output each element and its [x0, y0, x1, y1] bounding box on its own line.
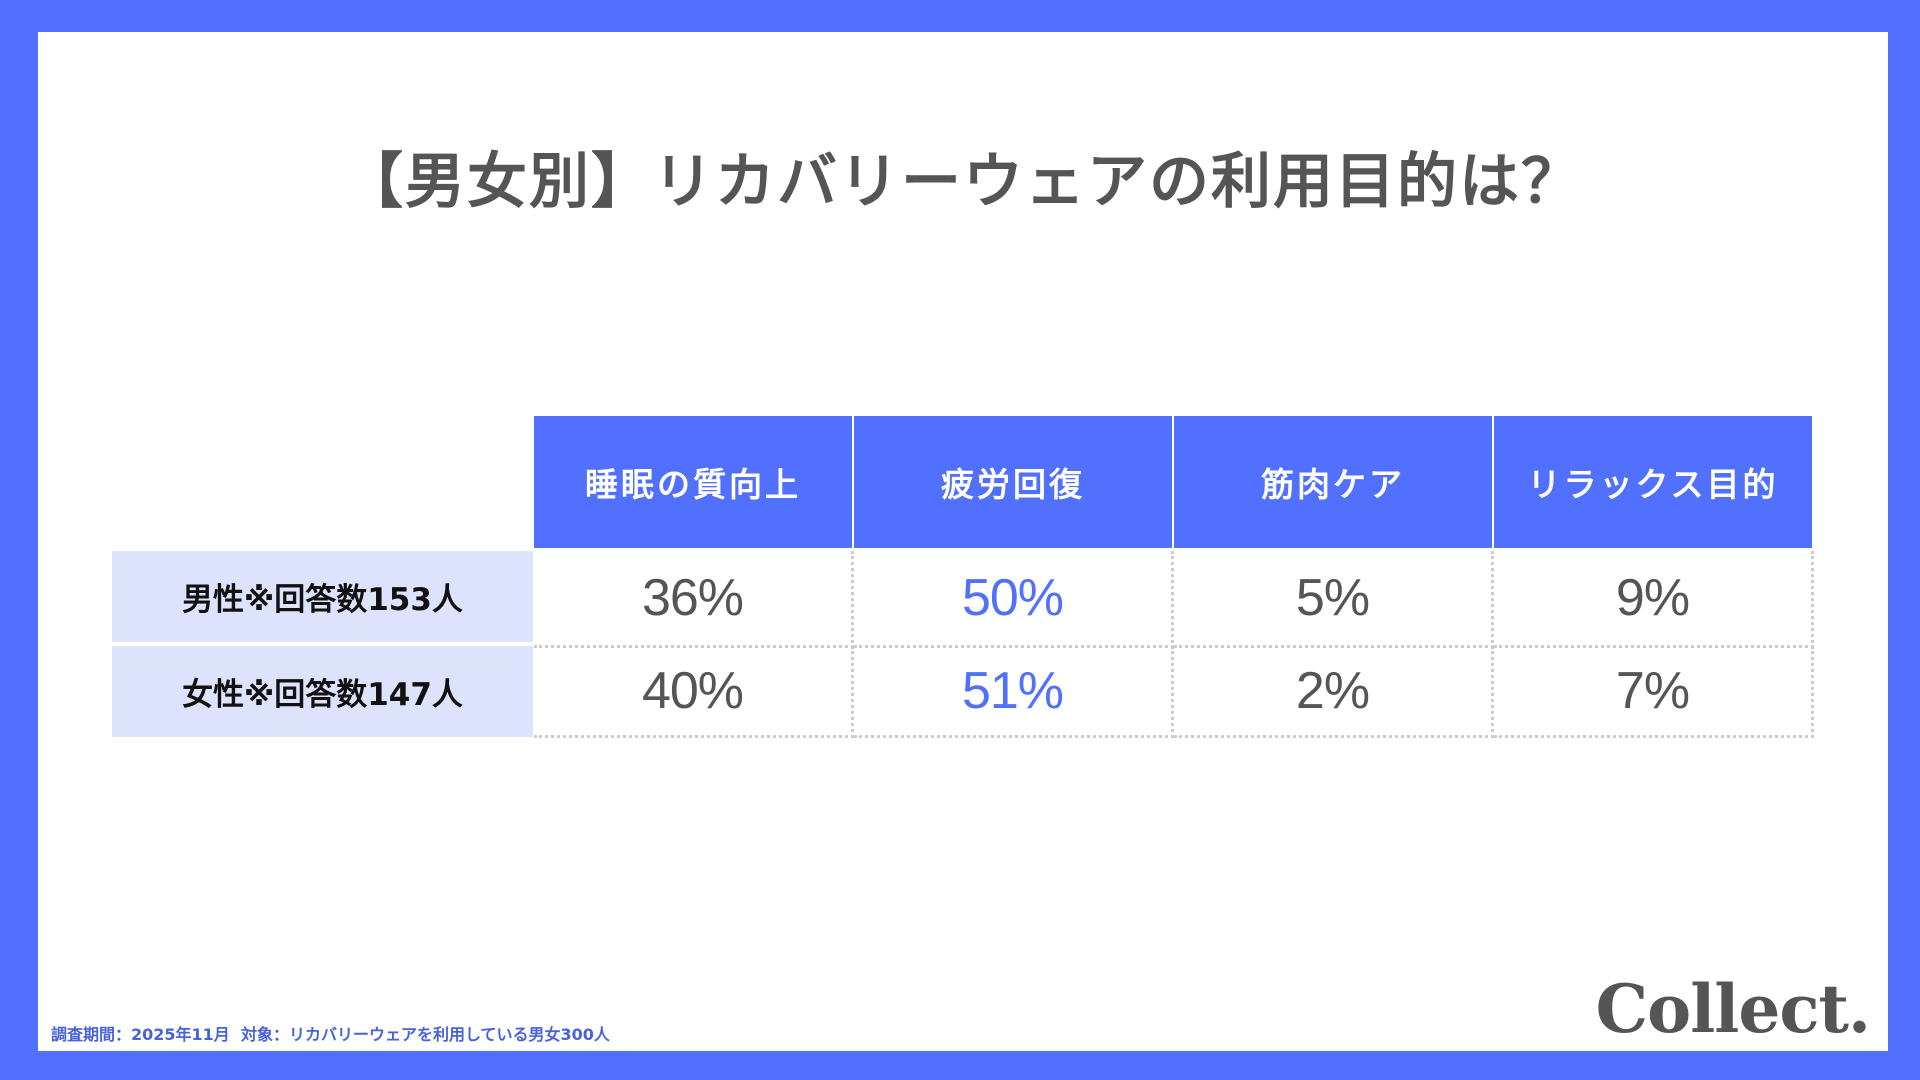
cell-male-relaxation: 9%: [1494, 551, 1814, 648]
cell-female-sleep-quality: 40%: [534, 646, 854, 738]
slide-canvas: 【男女別】リカバリーウェアの利用目的は？ 睡眠の質向上 疲労回復 筋肉ケア リラ…: [38, 32, 1888, 1051]
cell-female-muscle-care: 2%: [1174, 646, 1494, 738]
cell-male-fatigue-recovery: 50%: [854, 551, 1174, 648]
brand-logo: Collect.: [1595, 970, 1871, 1048]
table-row-female: 女性※回答数147人 40% 51% 2% 7%: [112, 646, 1814, 738]
survey-footnote: 調査期間：2025年11月 対象：リカバリーウェアを利用している男女300人: [51, 1025, 610, 1044]
row-label-female: 女性※回答数147人: [112, 646, 533, 737]
cell-male-muscle-care: 5%: [1174, 551, 1494, 648]
page-title: 【男女別】リカバリーウェアの利用目的は？: [343, 147, 1583, 217]
column-header-muscle-care: 筋肉ケア: [1174, 416, 1492, 548]
cell-female-relaxation: 7%: [1494, 646, 1814, 738]
column-header-relaxation: リラックス目的: [1494, 416, 1812, 548]
table-header-row: 睡眠の質向上 疲労回復 筋肉ケア リラックス目的: [534, 416, 1812, 548]
cell-male-sleep-quality: 36%: [534, 551, 854, 648]
cell-female-fatigue-recovery: 51%: [854, 646, 1174, 738]
column-header-sleep-quality: 睡眠の質向上: [534, 416, 852, 548]
column-header-fatigue-recovery: 疲労回復: [854, 416, 1172, 548]
row-label-male: 男性※回答数153人: [112, 551, 533, 642]
table-row-male: 男性※回答数153人 36% 50% 5% 9%: [112, 551, 1814, 648]
